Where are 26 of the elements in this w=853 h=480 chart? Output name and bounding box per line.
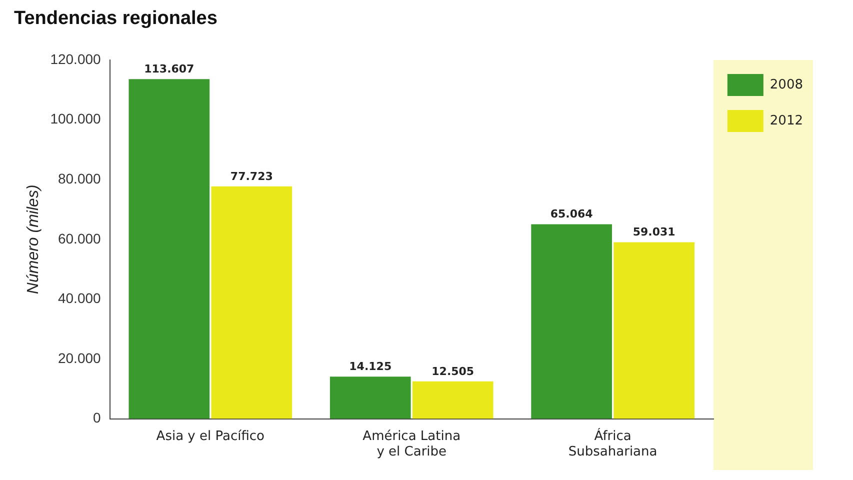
- legend-label: 2012: [770, 113, 804, 128]
- data-label: 77.723: [230, 170, 273, 183]
- y-tick-label: 100.000: [50, 110, 102, 127]
- y-tick-label: 80.000: [58, 170, 102, 186]
- bar: [412, 381, 494, 419]
- y-tick-label: 60.000: [58, 230, 102, 246]
- y-axis-title: Número (miles): [25, 184, 42, 294]
- data-label: 113.607: [144, 62, 194, 76]
- x-tick-label: África Subsahariana: [568, 426, 658, 460]
- x-tick-label: Asia y el Pacífico: [156, 428, 265, 444]
- chart-title: Tendencias regionales: [14, 8, 218, 30]
- data-label: 65.064: [550, 208, 594, 221]
- bar: [614, 242, 694, 419]
- y-tick-label: 20.000: [58, 350, 102, 366]
- data-label: 14.125: [349, 360, 392, 373]
- x-tick-label: América Latina y el Caribe: [362, 428, 461, 460]
- data-label: 12.505: [432, 364, 474, 378]
- bar: [330, 376, 411, 419]
- legend-label: 2008: [770, 77, 804, 92]
- bar: [211, 186, 292, 419]
- y-tick-label: 120.000: [50, 50, 102, 67]
- y-tick-label: 0: [93, 410, 102, 426]
- y-tick-label: 40.000: [58, 290, 102, 306]
- bar: [531, 224, 612, 419]
- data-label: 59.031: [632, 226, 676, 239]
- bar: [128, 79, 210, 419]
